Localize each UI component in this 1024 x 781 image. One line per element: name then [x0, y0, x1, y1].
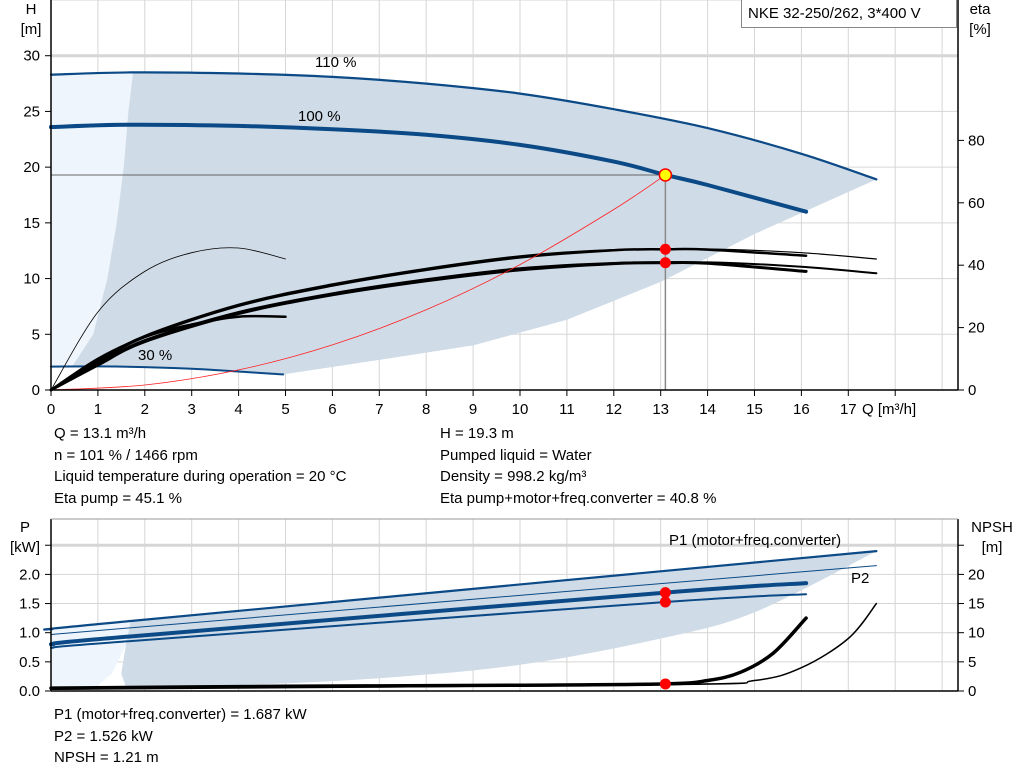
- y-tick-label: 10: [23, 271, 40, 288]
- y-tick-label: 0: [32, 382, 40, 399]
- y-tick-label: 1.5: [19, 596, 40, 613]
- y-axis-name: H: [26, 1, 37, 18]
- info-eta-pump: Eta pump = 45.1 %: [54, 489, 182, 507]
- y2-tick-label: 60: [968, 195, 985, 212]
- y-axis-name: P: [20, 519, 30, 536]
- y-tick-label: 25: [23, 103, 40, 120]
- x-tick-label: 7: [375, 401, 383, 418]
- x-tick-label: 15: [746, 401, 763, 418]
- y2-axis-name: eta: [970, 1, 992, 18]
- info-q: Q = 13.1 m³/h: [54, 425, 147, 442]
- info-p1: P1 (motor+freq.converter) = 1.687 kW: [54, 706, 307, 723]
- duty-point: [658, 168, 673, 182]
- info-right: H = 19.3 m Pumped liquid = Water Density…: [440, 423, 716, 509]
- legend-p2: P2: [851, 570, 869, 587]
- y2-axis-unit: [%]: [969, 21, 991, 38]
- y-tick-label: 20: [23, 159, 40, 176]
- info-eta-total: Eta pump+motor+freq.converter = 40.8 %: [440, 489, 717, 507]
- y2-tick-label: 0: [968, 382, 976, 399]
- x-tick-label: 13: [652, 401, 669, 418]
- min-flow-area: [51, 72, 134, 367]
- y2-tick-label: 10: [968, 625, 985, 642]
- y-tick-label: 1.0: [19, 625, 40, 642]
- info-h: H = 19.3 m: [440, 425, 514, 442]
- info-density: Density = 998.2 kg/m³: [440, 468, 587, 485]
- npsh-point: [659, 678, 671, 690]
- y-axis-unit: [m]: [21, 21, 42, 38]
- power-curve: [50, 593, 808, 649]
- y2-tick-label: 20: [968, 320, 985, 337]
- system-curve: [50, 174, 666, 391]
- x-tick-label: 10: [512, 401, 529, 418]
- eta-curve: [49, 314, 287, 392]
- x-tick-label: 17: [840, 401, 857, 418]
- x-tick-label: 16: [793, 401, 810, 418]
- info-bottom: P1 (motor+freq.converter) = 1.687 kW P2 …: [54, 704, 307, 769]
- eta-total-point: [659, 257, 671, 269]
- eta-pump-point: [659, 243, 671, 255]
- y-tick-label: 15: [23, 215, 40, 232]
- x-tick-label: 11: [559, 401, 575, 418]
- eta-curve: [50, 247, 286, 391]
- power-curve: [49, 581, 809, 647]
- info-p2: P2 = 1.526 kW: [54, 727, 153, 745]
- x-tick-label: 2: [141, 401, 149, 418]
- npsh-curve: [50, 602, 878, 691]
- label-30: 30 %: [138, 347, 172, 364]
- x-tick-label: 0: [47, 401, 55, 418]
- y-tick-label: 2.0: [19, 566, 40, 583]
- info-left: Q = 13.1 m³/h n = 101 % / 1466 rpm Liqui…: [54, 423, 346, 509]
- x-tick-label: 5: [281, 401, 289, 418]
- x-tick-label: 3: [188, 401, 196, 418]
- y2-tick-label: 5: [968, 654, 976, 671]
- operating-area: [121, 551, 877, 688]
- y2-tick-label: 40: [968, 257, 985, 274]
- y2-tick-label: 15: [968, 596, 985, 613]
- y-axis-unit: [kW]: [10, 539, 40, 556]
- y-tick-label: 0.5: [19, 654, 40, 671]
- legend-p1: P1 (motor+freq.converter): [669, 532, 841, 549]
- x-tick-label: 12: [605, 401, 622, 418]
- p1-point: [659, 587, 671, 599]
- x-tick-label: 14: [699, 401, 716, 418]
- y2-axis-name: NPSH: [971, 519, 1013, 536]
- power-chart: [43, 518, 964, 692]
- info-liquid: Pumped liquid = Water: [440, 446, 592, 464]
- y2-tick-label: 80: [968, 132, 985, 149]
- x-axis-label: Q [m³/h]: [862, 401, 916, 418]
- head-chart: [45, 0, 964, 396]
- y-tick-label: 30: [23, 48, 40, 65]
- x-tick-label: 1: [94, 401, 102, 418]
- x-tick-label: 4: [234, 401, 242, 418]
- eta-curve: [50, 248, 877, 391]
- info-temp: Liquid temperature during operation = 20…: [54, 468, 347, 485]
- eta-curve: [50, 261, 878, 391]
- power-curve: [43, 550, 878, 631]
- head-curve: [49, 122, 809, 214]
- y2-tick-label: 0: [968, 683, 976, 700]
- info-n: n = 101 % / 1466 rpm: [54, 446, 198, 464]
- y2-tick-label: 20: [968, 566, 985, 583]
- x-tick-label: 8: [422, 401, 430, 418]
- y2-axis-unit: [m]: [982, 539, 1003, 556]
- y-tick-label: 5: [32, 326, 40, 343]
- operating-area: [72, 72, 877, 375]
- info-npsh: NPSH = 1.21 m: [54, 749, 159, 766]
- x-tick-label: 9: [469, 401, 477, 418]
- head-curve: [49, 71, 878, 181]
- pump-title: NKE 32-250/262, 3*400 V: [741, 0, 957, 28]
- label-110: 110 %: [315, 54, 356, 71]
- p2-point: [659, 596, 671, 608]
- x-tick-label: 6: [328, 401, 336, 418]
- label-100: 100 %: [298, 108, 341, 125]
- y-tick-label: 0.0: [19, 683, 40, 700]
- power-curve: [50, 565, 877, 635]
